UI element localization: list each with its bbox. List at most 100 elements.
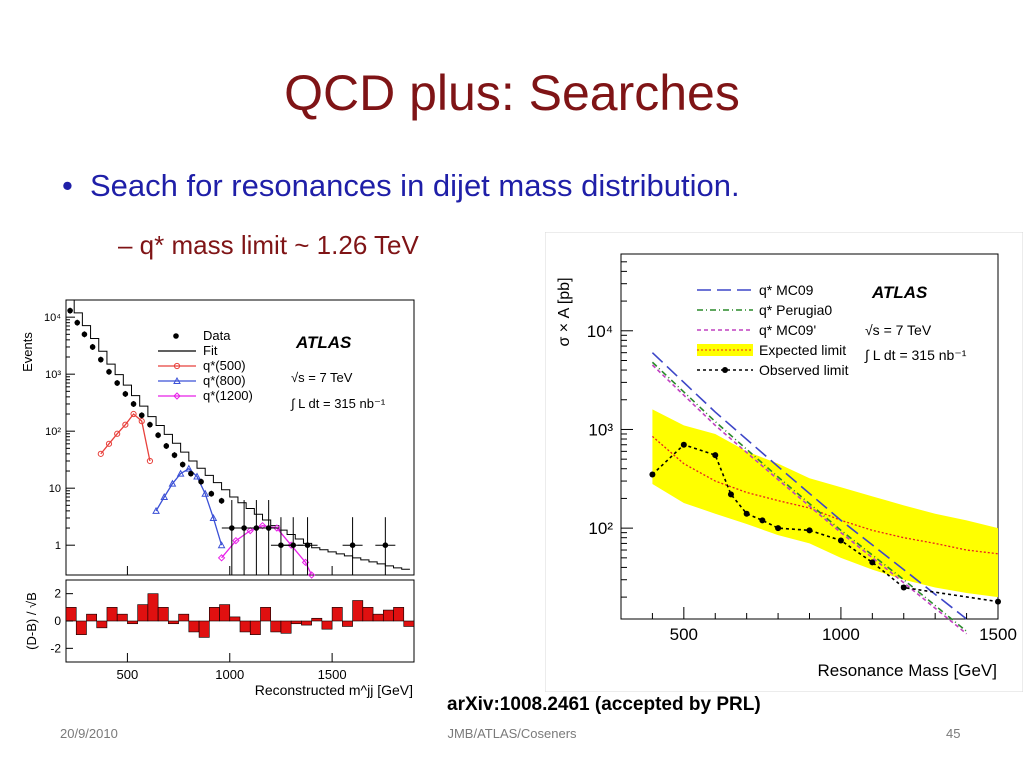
chart1-ytick-label: 10²: [45, 426, 61, 438]
chart2-legend-label: Observed limit: [759, 362, 849, 378]
chart1-ylabel: Events: [20, 332, 35, 372]
chart2-observed-point: [995, 598, 1001, 605]
chart1-data-point: [290, 542, 297, 548]
chart1-data-point: [253, 525, 260, 531]
chart1-residual-bar: [178, 613, 190, 622]
chart1-residual-bar: [168, 620, 179, 625]
chart2-legend-label: q* Perugia0: [759, 302, 832, 318]
chart2-observed-point: [837, 537, 844, 544]
chart1-data-point: [138, 412, 145, 419]
chart1-residual-bar: [311, 617, 323, 622]
chart1-signal-point: [114, 430, 121, 437]
chart1-residual-bar: [127, 620, 138, 625]
chart1-signal-point: [246, 526, 254, 535]
chart1-annotation-energy: √s = 7 TeV: [291, 370, 353, 385]
chart1-data-point: [163, 443, 170, 449]
chart1-residual-bar: [403, 620, 415, 627]
chart2-legend-marker: [722, 367, 728, 373]
dijet-mass-chart: 2 0 -2 1 10 10² 10³ 10⁴ 500 1000 1500 ATLAS √s = …: [0, 288, 425, 708]
chart1-residual-bar: [75, 620, 87, 635]
chart1-ytick-label: 10: [49, 483, 61, 495]
chart1-signal-point: [273, 524, 281, 532]
chart1-signal-point: [138, 418, 145, 425]
chart2-ylabel: σ × A [pb]: [556, 277, 573, 346]
chart2-annotation-lumi: ∫ L dt = 315 nb⁻¹: [864, 347, 967, 363]
chart1-ytick-label: 10³: [45, 369, 61, 381]
chart1-data-point: [265, 525, 272, 531]
chart1-signal-point: [258, 521, 267, 530]
chart1-residual-bar: [301, 620, 312, 626]
chart1-sub-ytick-label: 2: [54, 587, 61, 601]
chart2-observed-point: [775, 525, 782, 532]
chart2-observed-point: [712, 452, 719, 459]
chart1-legend-label: q*(500): [203, 358, 246, 373]
chart1-residual-bar: [331, 607, 343, 622]
chart1-data-point: [382, 542, 389, 548]
chart1-signal-point: [201, 489, 210, 497]
chart1-residual-bar: [321, 620, 333, 630]
chart2-xtick-label: 1000: [822, 625, 860, 644]
chart2-legend-label: Expected limit: [759, 342, 846, 358]
chart1-data-point: [208, 490, 215, 497]
sub-bullet-text: – q* mass limit ~ 1.26 TeV: [118, 230, 419, 260]
chart1-residual-bar: [147, 593, 159, 622]
chart1-residual-bar: [239, 620, 251, 633]
chart1-residual-bar: [157, 607, 169, 622]
chart2-legend-label: q* MC09': [759, 322, 816, 338]
chart1-data-point: [114, 380, 120, 386]
chart1-residual-bar: [372, 613, 384, 622]
chart1-residual-bar: [280, 620, 292, 634]
chart1-residual-bar: [137, 604, 149, 622]
footer-page-number: 45: [946, 726, 961, 741]
chart2-theory-line-1: [651, 361, 968, 632]
chart1-residual-bar: [352, 600, 364, 622]
chart1-legend-label: Fit: [203, 343, 218, 358]
chart1-residual-bar: [219, 604, 231, 622]
bullet-point: • Seach for resonances in dijet mass dist…: [62, 168, 740, 204]
chart1-signal-point: [146, 457, 154, 465]
footer-center: JMB/ATLAS/Coseners: [447, 726, 577, 741]
chart1-signal-point: [184, 464, 193, 472]
chart1-data-point: [304, 542, 311, 548]
chart1-data-point: [218, 498, 225, 504]
chart1-data-point: [130, 401, 137, 407]
chart1-signal-line-3: [155, 467, 223, 546]
chart1-residual-bar: [393, 607, 405, 622]
chart2-xtick-label: 1500: [979, 625, 1017, 644]
chart1-xtick-label: 1500: [318, 667, 347, 682]
chart1-title: ATLAS: [295, 333, 352, 352]
chart1-residual-bar: [198, 620, 210, 638]
bullet-text: Seach for resonances in dijet mass distr…: [90, 168, 740, 203]
chart1-residual-bar: [188, 620, 200, 633]
chart2-title: ATLAS: [871, 283, 928, 302]
chart1-data-point: [122, 391, 129, 397]
chart2-observed-point: [680, 441, 687, 448]
chart2-observed-point: [649, 471, 656, 478]
chart1-residual-bar: [208, 607, 220, 622]
chart1-ytick-label: 10⁴: [44, 312, 61, 324]
chart2-xtick-label: 500: [670, 625, 698, 644]
chart1-data-point: [198, 478, 204, 485]
chart1-signal-point: [122, 421, 129, 428]
chart1-sub-ylabel: (D-B) / √B: [24, 592, 39, 650]
chart1-data-point: [147, 421, 153, 428]
slide-title: QCD plus: Searches: [284, 65, 740, 121]
chart1-residual-bar: [342, 620, 353, 627]
chart1-residual-bar: [382, 609, 394, 622]
chart1-data-point: [155, 432, 161, 439]
chart1-legend-marker: [173, 392, 181, 400]
chart2-observed-point: [759, 517, 766, 524]
chart1-sub-ytick-label: 0: [54, 614, 61, 628]
chart1-data-point: [81, 331, 88, 338]
chart2-theory-line-0: [651, 352, 968, 620]
chart1-residual-bar: [249, 620, 261, 635]
chart2-background: [545, 232, 1023, 692]
chart1-sub-ytick-label: -2: [50, 641, 61, 655]
chart2-observed-point: [743, 510, 750, 517]
chart1-main-frame: [65, 299, 415, 576]
bullet-dot-icon: •: [62, 168, 73, 203]
chart2-expected-line: [651, 435, 999, 555]
chart1-signal-point: [97, 450, 104, 457]
chart1-signal-point: [307, 571, 316, 579]
